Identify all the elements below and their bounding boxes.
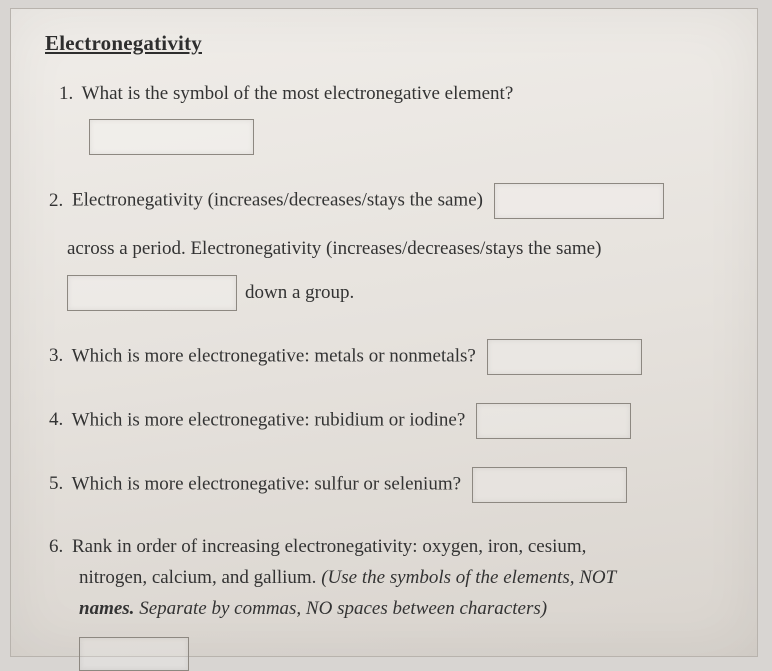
question-2: 2. Electronegativity (increases/decrease… [49,183,723,310]
q6-line1: Rank in order of increasing electronegat… [72,536,586,557]
question-6: 6. Rank in order of increasing electrone… [49,531,723,671]
q4-text: Which is more electronegative: rubidium … [72,409,466,430]
q2-part1: Electronegativity (increases/decreases/s… [72,190,483,211]
q3-answer-blank[interactable] [487,339,642,375]
q4-number: 4. [49,409,63,430]
q5-answer-blank[interactable] [472,467,627,503]
q3-text: Which is more electronegative: metals or… [72,345,476,366]
q4-answer-blank[interactable] [476,403,631,439]
q2-blank-2[interactable] [67,275,237,311]
question-1: 1. What is the symbol of the most electr… [59,78,723,155]
q1-answer-blank[interactable] [89,119,254,155]
q2-blank-1[interactable] [494,183,664,219]
q2-part2: across a period. Electronegativity (incr… [67,238,601,259]
q5-number: 5. [49,473,63,494]
q3-number: 3. [49,345,63,366]
q5-text: Which is more electronegative: sulfur or… [72,473,461,494]
q6-answer-blank[interactable] [79,637,189,671]
q1-number: 1. [59,83,73,104]
q1-text: What is the symbol of the most electrone… [82,83,514,104]
q6-line2a: nitrogen, calcium, and gallium. [79,567,321,588]
q2-number: 2. [49,190,63,211]
section-title: Electronegativity [45,31,723,56]
q2-part3: down a group. [245,277,354,308]
question-3: 3. Which is more electronegative: metals… [49,339,723,375]
q6-number: 6. [49,536,63,557]
q6-hint2: names. [79,598,134,619]
q6-hint1: (Use the symbols of the elements, NOT [321,567,616,588]
question-5: 5. Which is more electronegative: sulfur… [49,467,723,503]
question-4: 4. Which is more electronegative: rubidi… [49,403,723,439]
q6-hint3: Separate by commas, NO spaces between ch… [134,598,547,619]
worksheet-page: Electronegativity 1. What is the symbol … [10,8,758,657]
